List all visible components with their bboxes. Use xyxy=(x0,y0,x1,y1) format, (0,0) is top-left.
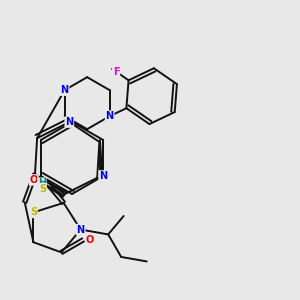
Text: S: S xyxy=(30,207,37,218)
Text: O: O xyxy=(30,175,38,185)
Text: N: N xyxy=(99,171,107,181)
Text: O: O xyxy=(86,235,94,245)
Text: S: S xyxy=(39,184,46,194)
Text: F: F xyxy=(113,67,119,77)
Text: H: H xyxy=(38,178,46,188)
Text: N: N xyxy=(106,111,114,121)
Text: N: N xyxy=(65,117,74,127)
Text: N: N xyxy=(76,225,85,235)
Text: N: N xyxy=(61,85,69,95)
